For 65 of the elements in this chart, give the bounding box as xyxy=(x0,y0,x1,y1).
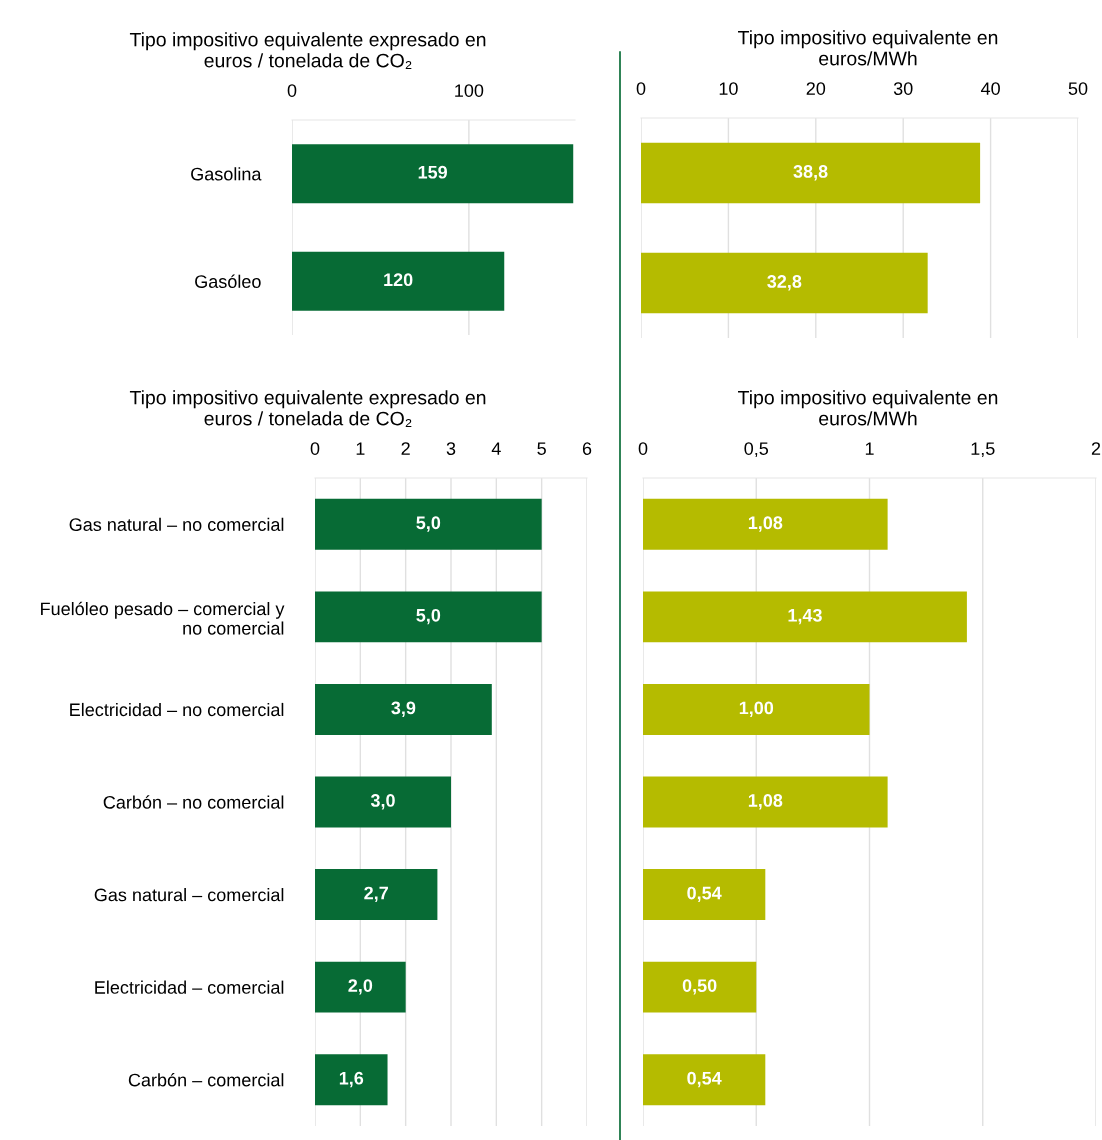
bar xyxy=(315,1054,388,1106)
data-label: 1,00 xyxy=(739,701,774,717)
bar xyxy=(315,498,542,550)
chart-title: Tipo impositivo equivalente en euros/MWh xyxy=(738,390,998,426)
x-tick-label: 6 xyxy=(582,442,592,455)
data-label: 5,0 xyxy=(416,608,441,625)
bar xyxy=(643,683,870,735)
x-tick-label: 1,5 xyxy=(971,442,995,458)
bar xyxy=(315,776,451,828)
x-tick-label: 40 xyxy=(980,82,1000,95)
chart-title: Tipo impositivo equivalente en euros/MWh xyxy=(738,30,998,66)
data-label: 2,0 xyxy=(348,979,373,995)
bar xyxy=(643,1054,766,1106)
data-label: 1,08 xyxy=(748,794,783,810)
data-label: 120 xyxy=(384,273,413,287)
data-label: 3,9 xyxy=(391,701,416,717)
data-label: 38,8 xyxy=(793,165,828,181)
y-tick-label: Electricidad – comercial xyxy=(95,980,284,994)
data-label: 1,08 xyxy=(748,516,783,532)
x-tick-label: 0,5 xyxy=(744,442,769,458)
x-tick-label: 2 xyxy=(401,442,410,455)
x-tick-label: 1 xyxy=(356,442,365,455)
data-label: 0,54 xyxy=(687,1071,722,1088)
x-tick-label: 0 xyxy=(287,84,297,97)
x-tick-label: 30 xyxy=(893,82,913,95)
bar xyxy=(643,498,888,550)
x-tick-label: 100 xyxy=(455,84,484,97)
x-tick-label: 0 xyxy=(310,442,320,455)
y-tick-label: Gas natural – comercial xyxy=(94,888,284,902)
y-tick-label: Gasóleo xyxy=(195,274,261,288)
y-tick-label: Gasolina xyxy=(191,167,262,181)
y-tick-label: Carbón – no comercial xyxy=(103,795,284,809)
data-label: 3,0 xyxy=(370,794,395,810)
x-tick-label: 2 xyxy=(1091,442,1101,455)
y-tick-label: Fuelóleo pesado – comercial y no comercial xyxy=(41,601,285,635)
x-tick-label: 50 xyxy=(1068,82,1088,95)
y-tick-label: Carbón – comercial xyxy=(128,1072,284,1087)
x-tick-label: 1 xyxy=(865,442,874,455)
x-tick-label: 5 xyxy=(537,442,546,455)
data-label: 159 xyxy=(418,165,448,179)
bar xyxy=(315,961,406,1013)
data-label: 0,54 xyxy=(687,886,722,903)
bar xyxy=(315,869,438,921)
data-label: 0,50 xyxy=(682,979,717,995)
bar xyxy=(643,961,757,1013)
x-tick-label: 20 xyxy=(806,82,826,95)
data-label: 5,0 xyxy=(416,516,441,532)
bar xyxy=(643,776,888,828)
chart-title: Tipo impositivo equivalente expresado en euros / tonelada de CO₂ xyxy=(129,32,486,69)
bar xyxy=(643,591,967,643)
x-tick-label: 3 xyxy=(446,442,456,455)
data-label: 32,8 xyxy=(767,275,802,291)
bar xyxy=(643,869,766,921)
x-tick-label: 0 xyxy=(636,82,646,95)
y-tick-label: Gas natural – no comercial xyxy=(69,517,284,532)
x-tick-label: 10 xyxy=(719,82,738,95)
x-tick-label: 4 xyxy=(491,442,501,455)
data-label: 1,6 xyxy=(339,1071,364,1088)
y-tick-label: Electricidad – no comercial xyxy=(70,702,284,717)
bar xyxy=(315,591,542,643)
x-tick-label: 0 xyxy=(638,442,648,455)
bar xyxy=(315,683,492,735)
data-label: 1,43 xyxy=(788,608,822,625)
chart-title: Tipo impositivo equivalente expresado en euros / tonelada de CO₂ xyxy=(129,390,486,427)
data-label: 2,7 xyxy=(364,886,388,903)
